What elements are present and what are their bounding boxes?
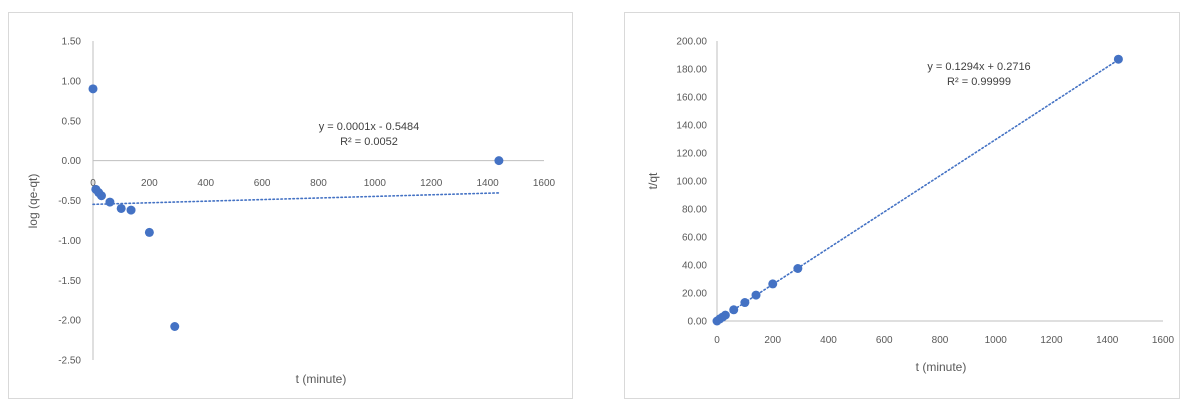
- x-tick-label: 800: [932, 335, 949, 346]
- x-tick-label: 400: [197, 178, 214, 189]
- y-tick-label: -2.00: [58, 316, 81, 327]
- x-axis-title: t (minute): [296, 372, 347, 386]
- y-axis-title: t/qt: [646, 172, 660, 189]
- x-tick-label: 1000: [364, 178, 387, 189]
- data-point: [170, 322, 180, 332]
- data-point: [494, 156, 504, 166]
- data-point: [1113, 54, 1123, 64]
- x-axis-title: t (minute): [916, 360, 967, 374]
- x-tick-label: 0: [714, 335, 720, 346]
- x-tick-label: 800: [310, 178, 327, 189]
- x-tick-label: 1000: [985, 335, 1008, 346]
- chart-panel-right: 200.00 180.00 160.00 140.00 120.00 100.00 80.0…: [624, 12, 1180, 399]
- x-tick-label: 1400: [477, 178, 500, 189]
- x-tick-label: 1600: [533, 178, 556, 189]
- trendline-equation: y = 0.0001x - 0.5484: [319, 121, 420, 133]
- data-point: [116, 203, 126, 213]
- trendline: [92, 192, 500, 206]
- y-tick-label: -0.50: [58, 196, 81, 207]
- data-point: [105, 197, 115, 207]
- chart-right-svg: 200.00 180.00 160.00 140.00 120.00 100.00 80.0…: [646, 37, 1175, 375]
- y-tick-label: 60.00: [682, 233, 707, 244]
- trendline-r-squared: R² = 0.0052: [340, 136, 398, 148]
- data-point: [144, 227, 154, 237]
- y-axis-title: log (qe-qt): [26, 174, 40, 229]
- data-point: [793, 264, 803, 273]
- x-tick-label: 1600: [1152, 335, 1175, 346]
- x-tick-label: 200: [764, 335, 781, 346]
- y-tick-label: -1.50: [58, 276, 81, 287]
- data-point: [96, 191, 106, 201]
- trendline-equation: y = 0.1294x + 0.2716: [927, 61, 1030, 73]
- data-point: [740, 298, 750, 308]
- y-tick-label: 120.00: [676, 149, 707, 160]
- y-tick-label: 20.00: [682, 289, 707, 300]
- data-point: [88, 84, 98, 94]
- y-tick-label: 100.00: [676, 177, 707, 188]
- chart-left-svg: 1.50 1.00 0.50 0.00 -0.50 -1.00 -1.50 -2.00 -2.5…: [26, 37, 556, 387]
- x-tick-label: 600: [876, 335, 893, 346]
- y-tick-label: 0.00: [62, 156, 82, 167]
- x-tick-label: 1200: [420, 178, 443, 189]
- y-tick-label: 0.00: [688, 317, 708, 328]
- y-tick-label: 180.00: [676, 65, 707, 76]
- data-point: [720, 310, 730, 320]
- y-tick-label: 1.50: [62, 37, 82, 48]
- x-tick-label: 0: [90, 178, 96, 189]
- y-tick-label: 1.00: [62, 76, 82, 87]
- data-point: [729, 305, 739, 315]
- x-tick-label: 200: [141, 178, 158, 189]
- x-tick-label: 1400: [1096, 335, 1119, 346]
- x-tick-label: 1200: [1040, 335, 1063, 346]
- trendline: [716, 58, 1120, 322]
- trendline-r-squared: R² = 0.99999: [947, 76, 1011, 88]
- y-tick-label: 160.00: [676, 93, 707, 104]
- y-tick-label: 80.00: [682, 205, 707, 216]
- y-tick-label: 140.00: [676, 121, 707, 132]
- data-point: [768, 279, 778, 289]
- y-tick-label: 200.00: [676, 37, 707, 48]
- data-point: [751, 290, 761, 300]
- x-tick-label: 600: [254, 178, 271, 189]
- data-point: [126, 205, 136, 215]
- y-tick-label: 40.00: [682, 261, 707, 272]
- y-tick-label: -2.50: [58, 356, 81, 367]
- y-tick-label: 0.50: [62, 116, 82, 127]
- chart-panel-left: 1.50 1.00 0.50 0.00 -0.50 -1.00 -1.50 -2.00 -2.5…: [8, 12, 573, 399]
- y-tick-label: -1.00: [58, 236, 81, 247]
- x-tick-label: 400: [820, 335, 837, 346]
